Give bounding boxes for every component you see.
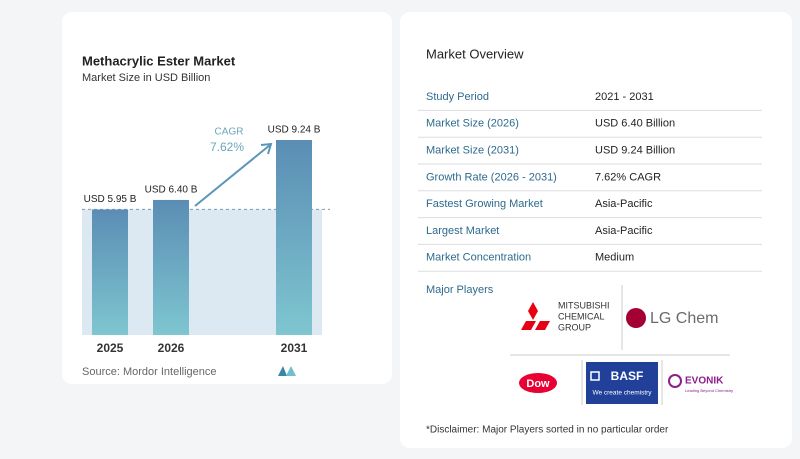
mitsubishi-name: MITSUBISHI xyxy=(558,300,610,310)
row-value: 7.62% CAGR xyxy=(595,171,661,183)
row-label: Market Size (2026) xyxy=(426,118,519,130)
row-label: Growth Rate (2026 - 2031) xyxy=(426,171,557,183)
player-logos: MITSUBISHI CHEMICAL GROUP LG Chem Dow BA… xyxy=(510,285,733,405)
lg-icon xyxy=(626,308,646,328)
row-value: Asia-Pacific xyxy=(595,198,653,210)
evonik-icon xyxy=(668,374,682,388)
row-value: Medium xyxy=(595,252,634,264)
mitsubishi-name: GROUP xyxy=(558,322,591,332)
source: Source: Mordor Intelligence xyxy=(82,366,217,378)
chart-title: Methacrylic Ester Market xyxy=(82,53,236,68)
row-value: USD 6.40 Billion xyxy=(595,118,675,130)
basf-box xyxy=(586,362,658,404)
overview-title: Market Overview xyxy=(426,46,524,61)
mitsubishi-name: CHEMICAL xyxy=(558,311,605,321)
value-label: USD 6.40 B xyxy=(145,185,198,196)
evonik-name: EVONIK xyxy=(685,376,724,387)
value-label: USD 5.95 B xyxy=(84,194,137,205)
row-value: USD 9.24 Billion xyxy=(595,145,675,157)
cagr-arrow xyxy=(194,142,273,207)
row-label: Market Concentration xyxy=(426,252,531,264)
row-label: Study Period xyxy=(426,91,489,103)
row-label: Market Size (2031) xyxy=(426,145,519,157)
evonik-tagline: Leading Beyond Chemistry xyxy=(685,388,733,393)
x-tick-label: 2026 xyxy=(158,341,185,355)
row-label: Largest Market xyxy=(426,225,499,237)
x-tick-label: 2025 xyxy=(97,341,124,355)
basf-tagline: We create chemistry xyxy=(592,390,652,397)
bar xyxy=(92,209,128,335)
dow-name: Dow xyxy=(526,378,550,390)
basf-name: BASF xyxy=(611,369,644,383)
players-title: Major Players xyxy=(426,284,494,296)
x-tick-label: 2031 xyxy=(281,341,308,355)
cagr-label: CAGR xyxy=(215,127,244,138)
cagr-value: 7.62% xyxy=(210,140,244,154)
dow-icon xyxy=(519,373,557,393)
lg-name: LG Chem xyxy=(650,310,718,327)
bar xyxy=(153,199,189,335)
row-label: Fastest Growing Market xyxy=(426,198,543,210)
source-logo xyxy=(278,366,296,376)
disclaimer: *Disclaimer: Major Players sorted in no … xyxy=(426,425,669,436)
bar xyxy=(276,140,312,335)
row-value: Asia-Pacific xyxy=(595,225,653,237)
mitsubishi-icon xyxy=(521,302,550,330)
value-label: USD 9.24 B xyxy=(268,125,321,136)
overview-card xyxy=(400,12,792,448)
row-value: 2021 - 2031 xyxy=(595,91,654,103)
chart-subtitle: Market Size in USD Billion xyxy=(82,72,210,84)
